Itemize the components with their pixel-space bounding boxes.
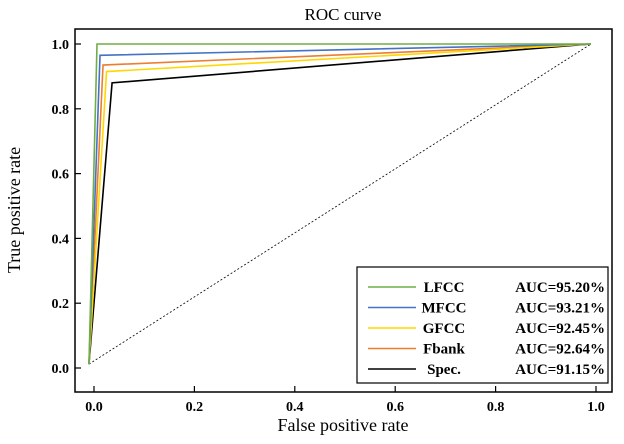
legend-auc: AUC=91.15% [515,362,605,378]
x-tick-label: 0.4 [286,400,304,415]
chart-title: ROC curve [305,5,382,24]
roc-line-spec [88,43,592,365]
y-tick-label: 1.0 [52,38,70,53]
legend-label: MFCC [422,301,467,317]
y-tick-label: 0.8 [52,103,70,118]
legend-auc: AUC=92.64% [515,342,605,358]
chance-diagonal [88,43,592,365]
x-tick-label: 0.6 [386,400,404,415]
y-tick-label: 0.4 [52,232,70,247]
x-tick-label: 0.8 [487,400,505,415]
y-tick-label: 0.0 [52,362,70,377]
legend-label: LFCC [424,280,465,296]
legend-box [356,266,609,384]
legend-label: Spec. [427,362,461,378]
x-axis-label: False positive rate [278,415,409,435]
legend-auc: AUC=93.21% [515,301,605,317]
x-tick-label: 0.0 [85,400,103,415]
x-tick-label: 1.0 [587,400,605,415]
x-tick-label: 0.2 [186,400,204,415]
legend-label: Fbank [423,342,465,358]
y-tick-label: 0.2 [52,297,70,312]
plot-frame [74,28,613,393]
roc-line-gfcc [88,43,592,365]
legend-auc: AUC=92.45% [515,321,605,337]
roc-line-fbank [88,43,592,365]
y-axis-label: True positive rate [4,147,24,273]
legend-label: GFCC [423,321,466,337]
y-tick-label: 0.6 [52,168,70,183]
roc-line-mfcc [88,43,591,365]
legend: LFCC AUC=95.20% MFCC AUC=93.21% GFCC AUC=92.4… [356,266,609,384]
roc-line-lfcc [88,43,591,365]
legend-auc: AUC=95.20% [515,280,605,296]
